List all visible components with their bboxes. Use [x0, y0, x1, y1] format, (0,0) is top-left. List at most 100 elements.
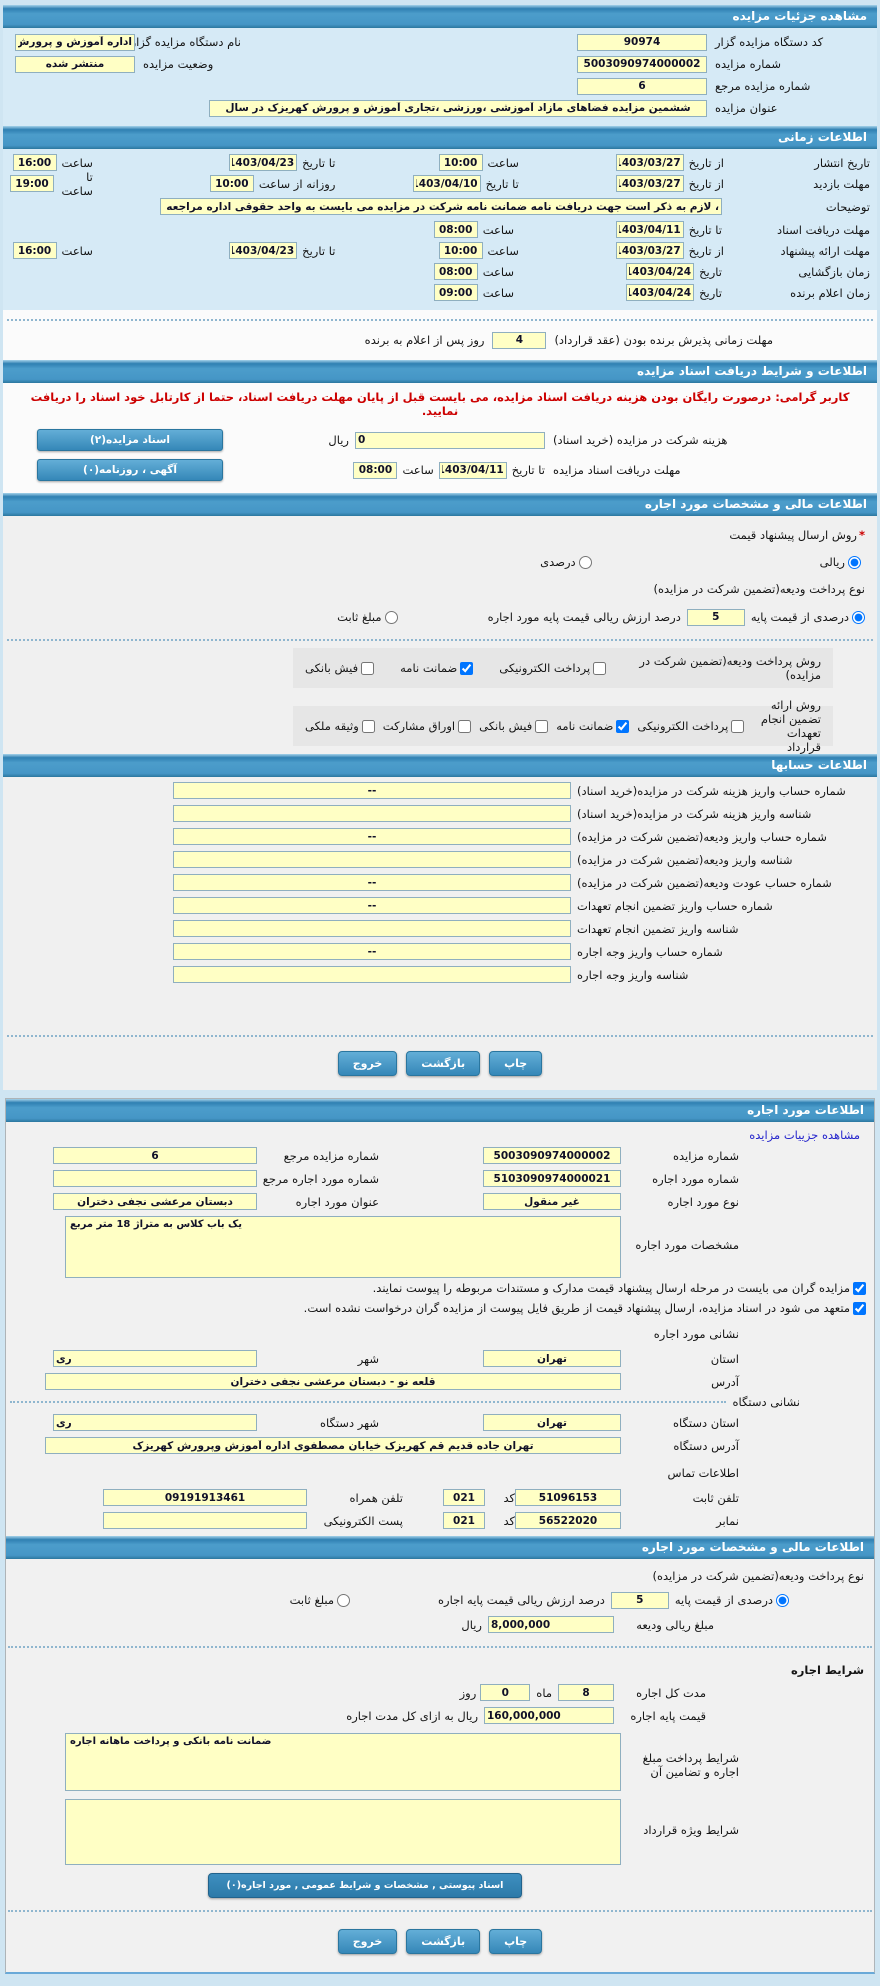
percent-radio-option[interactable]: درصدی [540, 555, 592, 569]
back-button-bottom[interactable]: بازگشت [406, 1929, 481, 1954]
exit-button[interactable]: خروج [337, 1051, 398, 1076]
publish-to-date-field[interactable] [229, 154, 298, 171]
guarantee-method-electronic[interactable]: پرداخت الکترونیکی [637, 719, 745, 733]
offer-to-time-field[interactable] [12, 242, 57, 259]
back-button[interactable]: بازگشت [406, 1051, 481, 1076]
guarantee-property-checkbox[interactable] [361, 719, 375, 733]
visit-to-date-field[interactable] [412, 175, 481, 192]
city-field[interactable] [53, 1350, 257, 1367]
agreement-2-checkbox[interactable] [853, 1301, 866, 1315]
deposit-electronic-checkbox[interactable] [593, 661, 607, 675]
rial-radio[interactable] [848, 555, 861, 569]
rial-radio-option[interactable]: ریالی [820, 555, 861, 569]
fixed-amount2-radio[interactable] [337, 1593, 351, 1607]
mobile-field[interactable] [103, 1489, 307, 1506]
opening-date-field[interactable] [626, 263, 695, 280]
percent-of-base-option[interactable]: درصدی از قیمت پایه [751, 610, 865, 624]
guarantee-bonds-checkbox[interactable] [458, 719, 472, 733]
duration-months-field[interactable] [558, 1684, 614, 1701]
auction-docs-button[interactable]: اسناد مزایده(۲) [37, 429, 223, 451]
province-field[interactable] [483, 1350, 621, 1367]
special-terms-textarea[interactable] [65, 1799, 621, 1865]
acceptance-days-field[interactable] [492, 331, 547, 349]
item-ref-field[interactable] [53, 1170, 257, 1187]
org-address-field[interactable] [45, 1437, 621, 1454]
docs-deadline-date-field[interactable] [615, 221, 684, 238]
base-price-field[interactable] [484, 1707, 614, 1724]
deposit-method-electronic[interactable]: پرداخت الکترونیکی [499, 661, 607, 675]
agreement-1-checkbox[interactable] [853, 1281, 866, 1295]
item-no-field[interactable] [483, 1170, 621, 1187]
deposit-method-guarantee[interactable]: ضمانت نامه [400, 661, 474, 675]
email-field[interactable] [103, 1512, 307, 1529]
org-name-field[interactable] [15, 33, 135, 51]
address-field[interactable] [45, 1373, 621, 1390]
duration-days-field[interactable] [480, 1684, 531, 1701]
auction-status-field[interactable] [15, 55, 135, 73]
fixed-amount-radio[interactable] [384, 610, 398, 624]
publish-from-time-field[interactable] [438, 154, 483, 171]
publish-from-date-field[interactable] [615, 154, 684, 171]
agreement-1[interactable]: مزایده گران می بایست در مرحله ارسال پیشن… [6, 1278, 866, 1298]
docs-deadline-time-field[interactable] [433, 221, 478, 238]
percent-of-base-radio[interactable] [852, 610, 865, 624]
guarantee-method-bankslip[interactable]: فیش بانکی [479, 719, 549, 733]
fee-field[interactable] [355, 431, 545, 449]
print-button[interactable]: چاپ [489, 1051, 543, 1076]
deposit-guarantee-checkbox[interactable] [460, 661, 474, 675]
phone-code-field[interactable] [443, 1489, 485, 1506]
notes-field[interactable] [160, 198, 722, 215]
percent-of-base2-option[interactable]: درصدی از قیمت پایه [675, 1593, 789, 1607]
guarantee-method-guarantee[interactable]: ضمانت نامه [556, 719, 630, 733]
item-title-field[interactable] [53, 1193, 257, 1210]
newspaper-ad-button[interactable]: آگهی ، روزنامه(۰) [37, 459, 223, 481]
auction-no-field[interactable] [483, 1147, 621, 1164]
offer-from-date-field[interactable] [615, 242, 684, 259]
deposit-bankslip-checkbox[interactable] [361, 661, 375, 675]
docs-deadline2-time-field[interactable] [353, 461, 398, 479]
account-row-field[interactable] [173, 966, 571, 983]
print-button-bottom[interactable]: چاپ [489, 1929, 543, 1954]
guarantee-electronic-checkbox[interactable] [731, 719, 745, 733]
auction-number-field[interactable] [577, 55, 707, 73]
docs-deadline2-date-field[interactable] [438, 461, 507, 479]
percent-radio[interactable] [578, 555, 592, 569]
deposit-method-bankslip[interactable]: فیش بانکی [305, 661, 375, 675]
account-row-field[interactable] [173, 782, 571, 799]
winner-date-field[interactable] [626, 284, 695, 301]
guarantee-guarantee-checkbox[interactable] [616, 719, 630, 733]
agreement-2[interactable]: متعهد می شود در اسناد مزایده، ارسال پیشن… [6, 1298, 866, 1318]
winner-time-field[interactable] [433, 284, 478, 301]
publish-to-time-field[interactable] [12, 154, 57, 171]
org-code-field[interactable] [577, 33, 707, 51]
account-row-field[interactable] [173, 897, 571, 914]
fax-field[interactable] [515, 1512, 621, 1529]
fixed-amount2-option[interactable]: مبلغ ثابت [290, 1593, 351, 1607]
deposit-percent2-field[interactable] [610, 1591, 669, 1609]
percent-of-base2-radio[interactable] [776, 1593, 789, 1607]
account-row-field[interactable] [173, 874, 571, 891]
deposit-percent-field[interactable] [686, 608, 745, 626]
payment-terms-textarea[interactable]: ضمانت نامه بانکی و پرداخت ماهانه اجاره [65, 1733, 621, 1791]
item-type-field[interactable] [483, 1193, 621, 1210]
auction-ref2-field[interactable] [53, 1147, 257, 1164]
account-row-field[interactable] [173, 851, 571, 868]
exit-button-bottom[interactable]: خروج [337, 1929, 398, 1954]
visit-daily-from-field[interactable] [209, 175, 254, 192]
auction-title-field[interactable] [209, 99, 707, 117]
guarantee-bankslip-checkbox[interactable] [535, 719, 549, 733]
specs-textarea[interactable]: یک باب کلاس به متراژ 18 متر مربع [65, 1216, 621, 1278]
org-city-field[interactable] [53, 1414, 257, 1431]
offer-to-date-field[interactable] [229, 242, 298, 259]
org-province-field[interactable] [483, 1414, 621, 1431]
account-row-field[interactable] [173, 828, 571, 845]
phone-field[interactable] [515, 1489, 621, 1506]
visit-daily-to-field[interactable] [9, 175, 54, 192]
attachments-button[interactable]: اسناد پیوستی , مشخصات و شرایط عمومی , مو… [207, 1873, 523, 1898]
fixed-amount-option[interactable]: مبلغ ثابت [337, 610, 398, 624]
auction-ref-field[interactable] [577, 77, 707, 95]
guarantee-method-bonds[interactable]: اوراق مشارکت [383, 719, 472, 733]
fax-code-field[interactable] [443, 1512, 485, 1529]
opening-time-field[interactable] [433, 263, 478, 280]
account-row-field[interactable] [173, 805, 571, 822]
